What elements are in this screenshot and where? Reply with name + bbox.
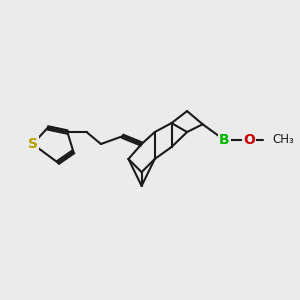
Text: S: S [28, 137, 38, 151]
Text: O: O [243, 133, 255, 147]
Text: B: B [219, 133, 230, 147]
Text: CH₃: CH₃ [272, 133, 294, 146]
